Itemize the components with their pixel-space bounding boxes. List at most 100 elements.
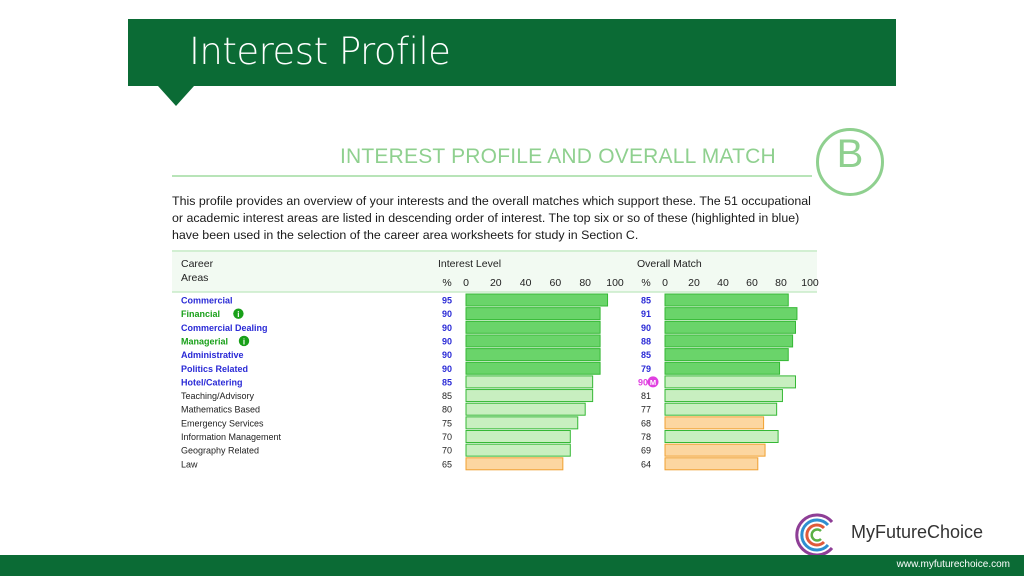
value-label: 68 — [641, 418, 651, 428]
info-icon — [238, 335, 250, 347]
info-icon — [233, 308, 244, 319]
match-marker-icon — [647, 376, 659, 388]
x-tick-label: 100 — [606, 277, 624, 289]
bar — [664, 402, 778, 416]
overall-match-header: Overall Match — [637, 258, 702, 270]
bar — [664, 307, 798, 321]
bar — [664, 375, 796, 389]
bar — [465, 334, 601, 348]
value-label: 90 — [638, 377, 648, 387]
bar — [664, 320, 796, 334]
value-label: 81 — [641, 391, 651, 401]
value-label: 85 — [442, 391, 452, 401]
value-label: 90 — [442, 364, 452, 374]
bar — [465, 430, 571, 443]
bar — [664, 457, 759, 471]
bar — [465, 293, 609, 307]
category-label: Administrative — [181, 350, 244, 360]
value-label: 75 — [442, 418, 452, 428]
value-label: 69 — [641, 446, 651, 456]
value-label: 90 — [442, 336, 452, 346]
value-label: 95 — [442, 296, 452, 306]
x-tick-label: 60 — [550, 277, 562, 289]
bar — [664, 389, 783, 403]
value-label: 77 — [641, 405, 651, 415]
areas-header: Areas — [181, 272, 208, 284]
category-label: Hotel/Catering — [181, 377, 243, 387]
value-label: 70 — [442, 446, 452, 456]
career-header: Career — [181, 258, 214, 270]
value-label: 91 — [641, 309, 651, 319]
bar — [664, 443, 766, 457]
value-label: 79 — [641, 364, 651, 374]
slide-title: Interest Profile — [189, 30, 451, 73]
banner-pointer — [158, 86, 194, 106]
concentric-c-logo-icon — [795, 513, 834, 557]
category-label: Commercial Dealing — [181, 323, 268, 333]
section-badge — [816, 128, 884, 196]
value-label: 88 — [641, 336, 651, 346]
x-tick-label: 40 — [520, 277, 532, 289]
bar — [465, 307, 601, 321]
footer-bar — [0, 555, 1024, 576]
category-label: Teaching/Advisory — [181, 391, 255, 401]
bar — [465, 389, 594, 403]
header-band — [172, 250, 817, 292]
sheet-title: INTEREST PROFILE AND OVERALL MATCH — [340, 145, 776, 168]
value-label: 90 — [641, 323, 651, 333]
x-tick-label: 100 — [801, 277, 819, 289]
bar — [465, 348, 601, 362]
x-tick-label: 0 — [463, 277, 469, 289]
interest-level-header: Interest Level — [438, 258, 501, 270]
bar — [664, 348, 789, 362]
category-label: Law — [181, 459, 198, 469]
category-label: Financial — [181, 309, 220, 319]
value-label: 90 — [442, 309, 452, 319]
value-label: 80 — [442, 405, 452, 415]
bar — [664, 361, 781, 375]
value-label: 78 — [641, 432, 651, 442]
category-label: Politics Related — [181, 364, 248, 374]
x-tick-label: 60 — [746, 277, 758, 289]
bar — [465, 416, 579, 430]
x-tick-label: 0 — [662, 277, 668, 289]
pct-header: % — [641, 277, 650, 289]
value-label: 64 — [641, 459, 651, 469]
match-marker-glyph: M — [650, 378, 656, 387]
value-label: 90 — [442, 350, 452, 360]
value-label: 85 — [442, 377, 452, 387]
info-icon-glyph: i — [243, 337, 245, 346]
x-tick-label: 20 — [490, 277, 502, 289]
value-label: 90 — [442, 323, 452, 333]
intro-paragraph: This profile provides an overview of you… — [172, 194, 811, 242]
value-label: 70 — [442, 432, 452, 442]
bar — [465, 457, 564, 471]
bar — [664, 430, 779, 443]
category-label: Managerial — [181, 336, 228, 346]
bar — [664, 293, 789, 307]
category-label: Mathematics Based — [181, 405, 260, 415]
section-letter: B — [836, 132, 864, 176]
bar — [465, 320, 601, 334]
bar — [664, 334, 794, 348]
category-label: Commercial — [181, 296, 233, 306]
value-label: 85 — [641, 296, 651, 306]
bar — [465, 402, 586, 416]
title-banner — [128, 19, 896, 86]
category-label: Geography Related — [181, 446, 259, 456]
info-icon-glyph: i — [237, 310, 239, 319]
x-tick-label: 20 — [688, 277, 700, 289]
x-tick-label: 40 — [717, 277, 729, 289]
category-label: Emergency Services — [181, 418, 264, 428]
x-tick-label: 80 — [579, 277, 591, 289]
footer-url[interactable]: www.myfuturechoice.com — [896, 559, 1010, 570]
x-tick-label: 80 — [775, 277, 787, 289]
value-label: 65 — [442, 459, 452, 469]
bar — [465, 443, 571, 457]
title-rule — [172, 175, 812, 177]
bar — [465, 361, 601, 375]
logo-wordmark: MyFutureChoice — [851, 522, 984, 542]
value-label: 85 — [641, 350, 651, 360]
bar — [465, 375, 594, 389]
